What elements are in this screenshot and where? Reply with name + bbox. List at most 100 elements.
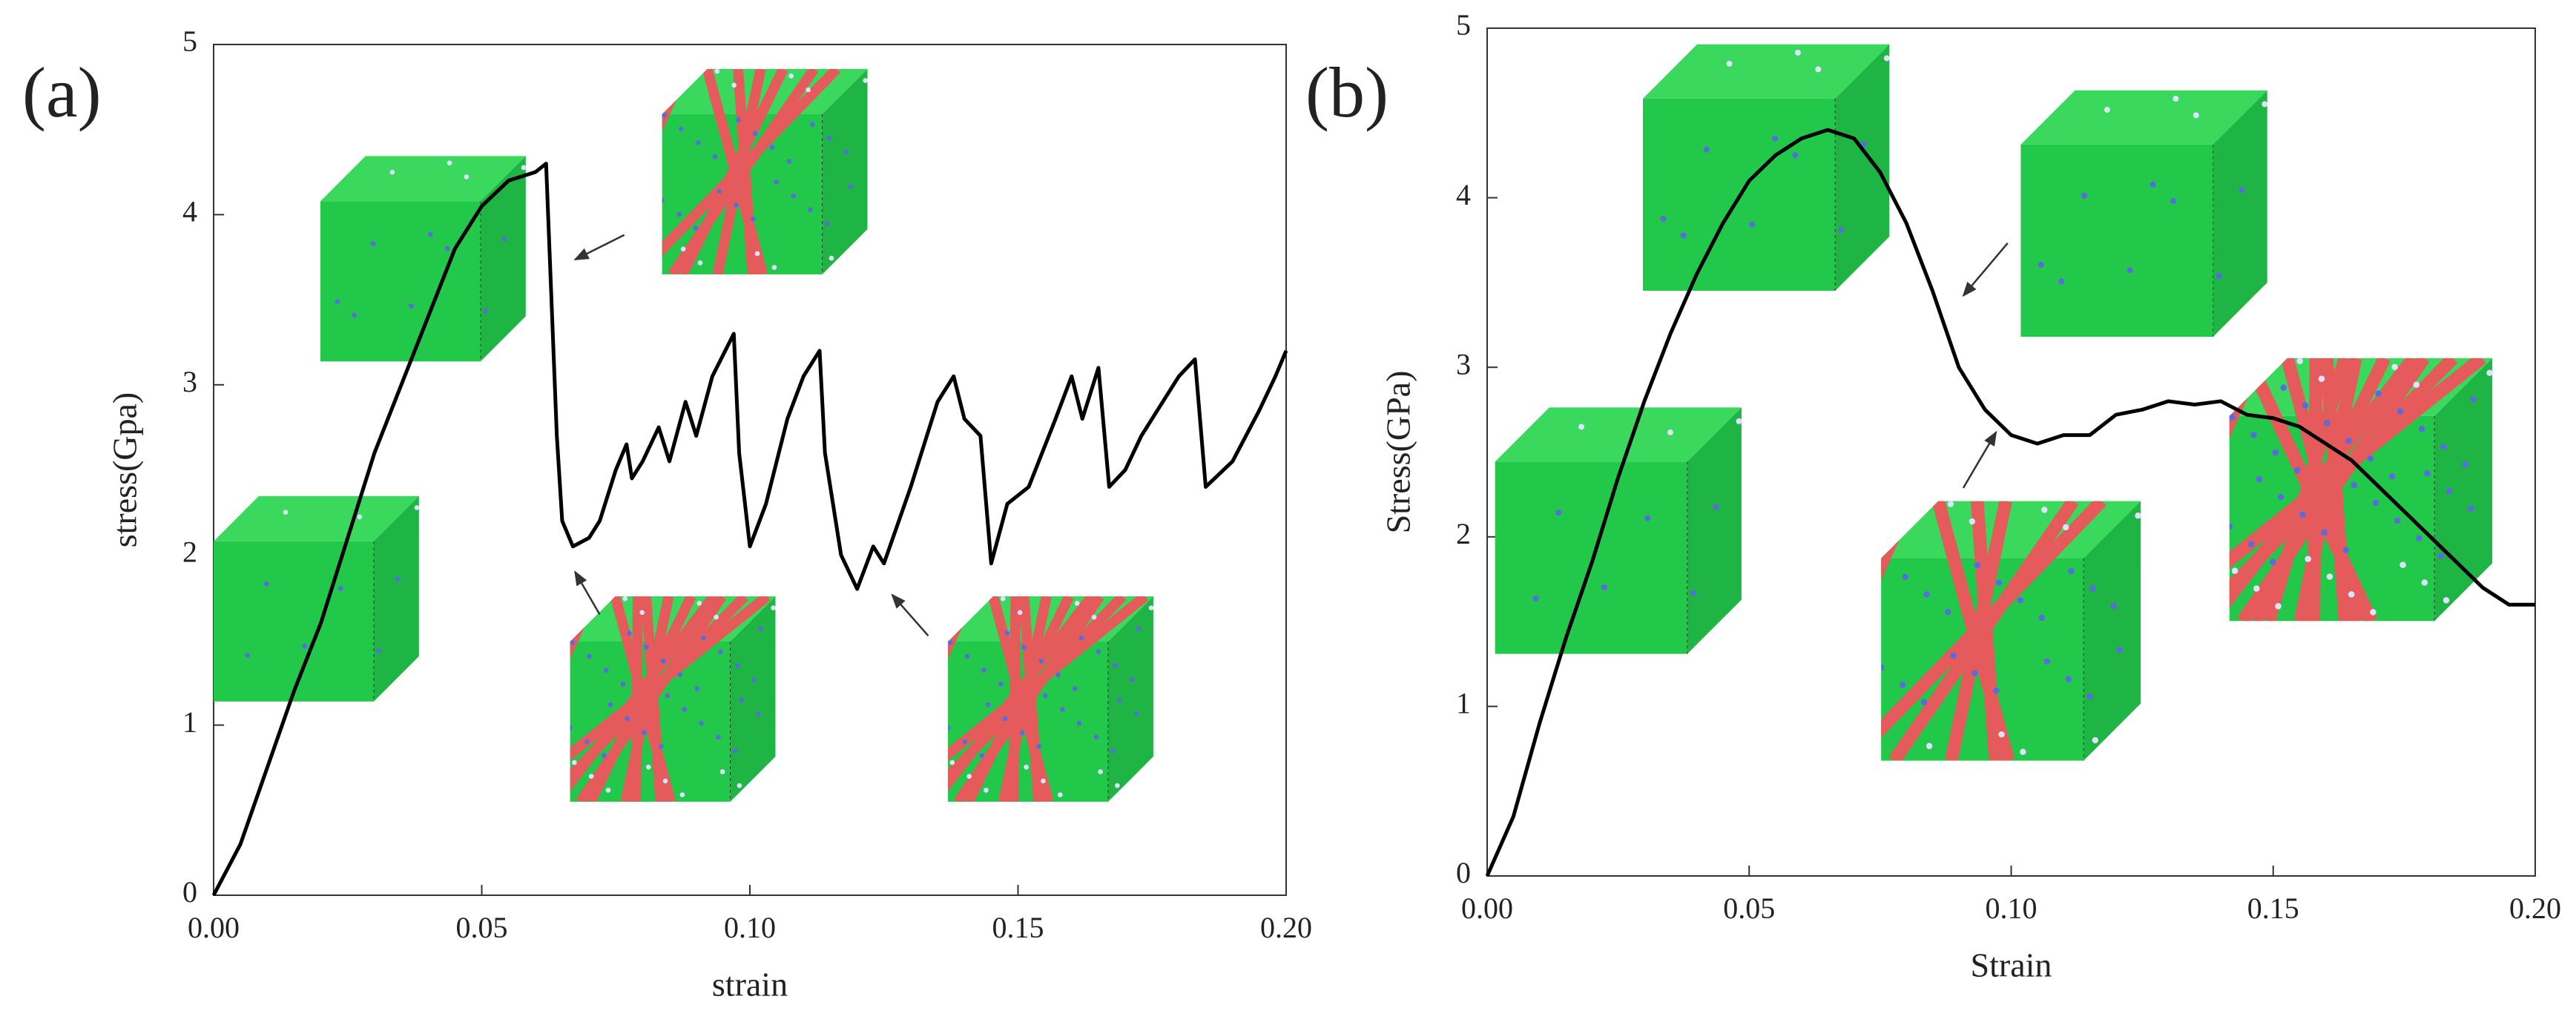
- atom-cluster: [1041, 778, 1046, 784]
- atom-cluster: [2262, 101, 2267, 108]
- atom-cluster: [603, 668, 609, 673]
- atom-cluster: [696, 601, 702, 606]
- atom-cluster: [699, 720, 704, 726]
- x-tick-label: 0.20: [2509, 892, 2561, 925]
- atom-cluster: [2017, 597, 2023, 604]
- cube-front: [320, 201, 481, 362]
- atom-cluster: [225, 518, 231, 524]
- atom-cluster: [2043, 658, 2051, 665]
- simulation-cube: [948, 596, 1153, 802]
- atom-cluster: [2116, 646, 2123, 653]
- atom-cluster: [752, 131, 758, 136]
- atom-cluster: [627, 630, 632, 636]
- atom-cluster: [701, 635, 706, 641]
- atom-cluster: [2038, 614, 2045, 622]
- stacking-fault: [662, 69, 668, 274]
- atom-cluster: [2170, 198, 2176, 205]
- atom-cluster: [717, 649, 723, 655]
- cube-side: [730, 596, 776, 802]
- atom-cluster: [570, 725, 573, 731]
- atom-cluster: [734, 202, 739, 208]
- atom-cluster: [1601, 584, 1607, 590]
- stacking-fault: [570, 596, 718, 802]
- atom-cluster: [964, 653, 970, 659]
- y-axis-label: stress(Gpa): [106, 392, 144, 548]
- cube-top: [320, 156, 526, 202]
- atom-cluster: [863, 78, 868, 83]
- atom-cluster: [2324, 420, 2330, 426]
- atom-cluster: [1021, 645, 1027, 650]
- atom-cluster: [2348, 591, 2355, 598]
- simulation-cube: [1495, 407, 1742, 654]
- atom-cluster: [335, 299, 340, 304]
- x-tick-label: 0.00: [188, 911, 240, 944]
- atom-cluster: [376, 648, 381, 653]
- atom-cluster: [712, 154, 718, 159]
- atom-cluster: [2486, 369, 2493, 377]
- cube-side: [1108, 596, 1153, 802]
- atom-cluster: [2437, 553, 2444, 559]
- atom-cluster: [395, 576, 401, 582]
- atom-cluster: [682, 707, 688, 712]
- atom-cluster: [949, 760, 955, 765]
- atom-cluster: [414, 505, 419, 510]
- atom-cluster: [625, 716, 630, 722]
- atom-cluster: [826, 136, 832, 141]
- atom-cluster: [357, 514, 363, 520]
- atom-cluster: [756, 711, 761, 717]
- atom-cluster: [2372, 499, 2379, 507]
- atom-cluster: [2394, 517, 2401, 524]
- atom-cluster: [570, 639, 575, 645]
- simulation-cube: [2229, 358, 2493, 622]
- x-tick-label: 0.05: [456, 911, 508, 944]
- atom-cluster: [1861, 141, 1867, 148]
- atom-cluster: [1950, 652, 1957, 659]
- cube-side: [373, 495, 419, 702]
- atom-cluster: [2445, 487, 2452, 495]
- atom-cluster: [588, 774, 594, 780]
- atom-cluster: [809, 122, 815, 128]
- atom-cluster: [2229, 523, 2233, 530]
- atom-cluster: [665, 693, 671, 699]
- simulation-cube: [1643, 44, 1890, 291]
- atom-cluster: [1110, 748, 1116, 754]
- atom-cluster: [1532, 595, 1539, 602]
- atom-cluster: [2416, 535, 2422, 542]
- atom-cluster: [501, 237, 507, 242]
- atom-cluster: [662, 198, 665, 203]
- annotation-arrow: [891, 593, 929, 637]
- x-tick-label: 0.20: [1260, 911, 1312, 944]
- stacking-fault: [1881, 501, 1888, 761]
- stacking-fault: [948, 596, 1096, 802]
- y-tick-label: 3: [182, 365, 197, 398]
- atom-cluster: [352, 312, 357, 318]
- atom-cluster: [1923, 591, 1930, 598]
- atom-cluster: [2104, 106, 2110, 113]
- cube-side: [1835, 44, 1890, 291]
- atom-cluster: [464, 174, 470, 179]
- simulation-cube: [662, 69, 868, 274]
- simulation-cube: [570, 596, 776, 802]
- simulation-cube: [2020, 90, 2267, 337]
- atom-cluster: [2342, 547, 2350, 553]
- atom-cluster: [714, 69, 720, 74]
- simulation-cube: [320, 156, 526, 362]
- y-tick-label: 3: [1456, 347, 1471, 380]
- atom-cluster: [2326, 573, 2333, 580]
- atom-cluster: [1971, 670, 1978, 676]
- atom-cluster: [771, 265, 777, 270]
- atom-cluster: [1555, 510, 1562, 516]
- atom-cluster: [2068, 567, 2075, 575]
- atom-cluster: [679, 126, 684, 132]
- atom-cluster: [370, 241, 376, 246]
- atom-cluster: [1657, 71, 1664, 78]
- atom-cluster: [639, 610, 645, 616]
- atom-cluster: [2173, 96, 2179, 102]
- y-tick-label: 4: [1456, 178, 1471, 211]
- atom-cluster: [1074, 601, 1080, 606]
- atom-cluster: [620, 681, 626, 687]
- atom-cluster: [694, 686, 700, 691]
- cube-defects: [948, 596, 1153, 802]
- atom-cluster: [337, 586, 343, 591]
